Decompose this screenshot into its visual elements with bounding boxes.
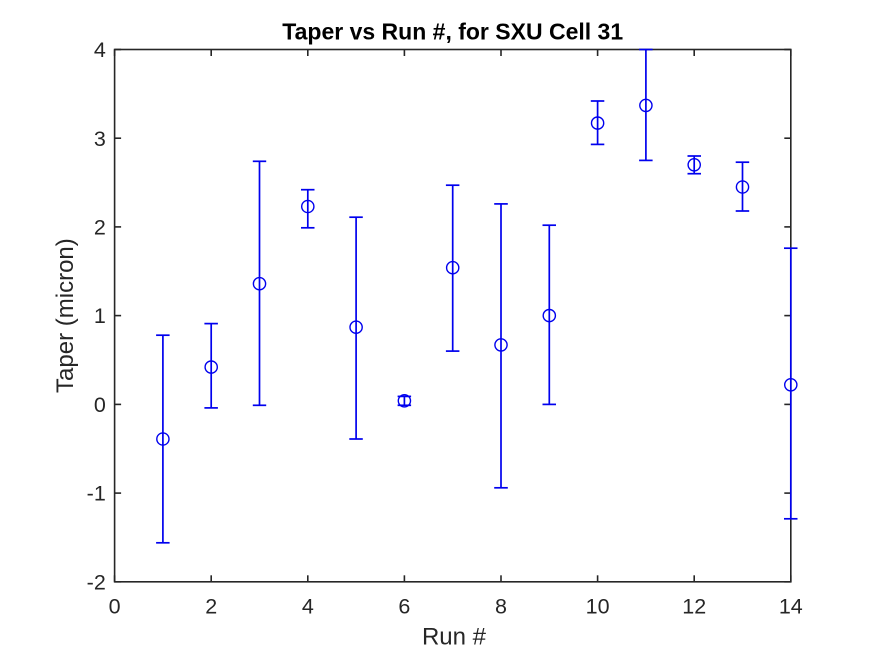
svg-text:10: 10 (586, 595, 610, 619)
svg-text:Run #: Run # (422, 624, 487, 651)
svg-text:0: 0 (109, 595, 121, 619)
svg-text:12: 12 (682, 595, 706, 619)
svg-text:-1: -1 (87, 482, 106, 506)
svg-text:Taper vs Run #, for SXU Cell 3: Taper vs Run #, for SXU Cell 31 (282, 19, 623, 45)
svg-text:6: 6 (398, 595, 410, 619)
svg-text:4: 4 (302, 595, 314, 619)
svg-text:14: 14 (779, 595, 803, 619)
svg-text:1: 1 (94, 304, 106, 328)
svg-text:3: 3 (94, 127, 106, 151)
svg-text:4: 4 (94, 38, 106, 62)
svg-text:0: 0 (94, 393, 106, 417)
svg-text:2: 2 (205, 595, 217, 619)
svg-text:Taper (micron): Taper (micron) (52, 238, 79, 393)
svg-text:8: 8 (495, 595, 507, 619)
svg-text:2: 2 (94, 216, 106, 240)
svg-text:-2: -2 (87, 570, 106, 594)
